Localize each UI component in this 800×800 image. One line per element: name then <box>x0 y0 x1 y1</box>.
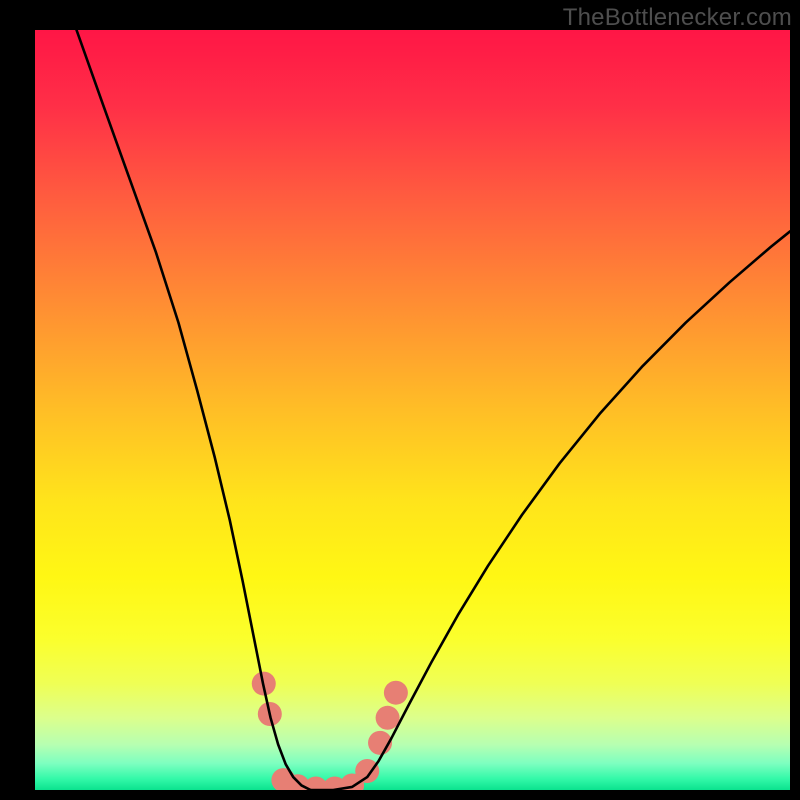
marker-point <box>384 681 408 705</box>
marker-point <box>355 759 379 783</box>
marker-point <box>376 706 400 730</box>
chart-root: TheBottlenecker.com <box>0 0 800 800</box>
plot-area <box>35 30 790 790</box>
plot-svg <box>35 30 790 790</box>
gradient-background <box>35 30 790 790</box>
watermark-text: TheBottlenecker.com <box>563 4 792 32</box>
